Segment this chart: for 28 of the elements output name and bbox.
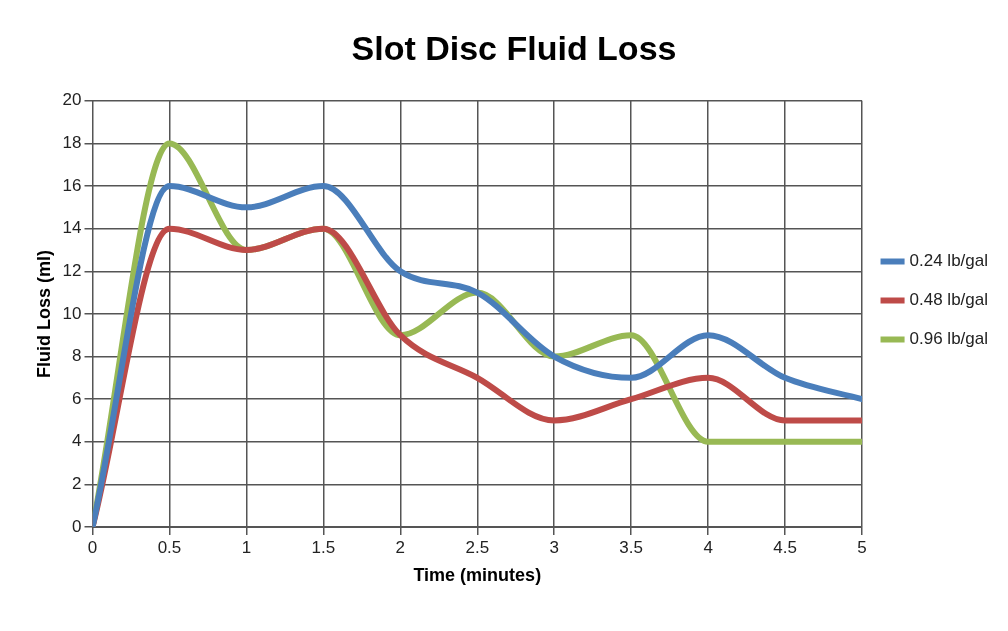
y-tick-label: 8 xyxy=(72,346,82,366)
legend-label: 0.96 lb/gal xyxy=(909,329,988,349)
x-tick-label: 4.5 xyxy=(773,537,797,557)
x-tick-label: 4 xyxy=(703,537,713,557)
legend-label: 0.24 lb/gal xyxy=(909,251,988,271)
y-tick-label: 18 xyxy=(62,133,82,153)
x-tick-label: 0.5 xyxy=(157,537,182,557)
x-tick-label: 3 xyxy=(549,537,559,557)
y-tick-label: 2 xyxy=(72,474,82,494)
x-axis-title: Time (minutes) xyxy=(413,565,542,586)
legend-label: 0.48 lb/gal xyxy=(909,290,988,310)
x-tick-label: 0 xyxy=(87,537,98,557)
y-tick-label: 6 xyxy=(72,388,82,408)
x-tick-label: 5 xyxy=(857,537,867,557)
x-tick-label: 3.5 xyxy=(619,537,644,557)
y-tick-label: 12 xyxy=(62,260,82,280)
x-tick-label: 2.5 xyxy=(465,537,490,557)
x-tick-label: 1.5 xyxy=(311,537,336,557)
y-tick-label: 14 xyxy=(62,218,82,238)
x-tick-label: 2 xyxy=(395,537,406,557)
y-tick-label: 16 xyxy=(62,175,82,195)
y-tick-label: 20 xyxy=(62,90,82,110)
x-tick-label: 1 xyxy=(241,537,252,557)
y-tick-label: 10 xyxy=(62,303,82,323)
y-tick-label: 0 xyxy=(72,516,82,536)
y-tick-label: 4 xyxy=(72,431,82,451)
y-axis-title: Fluid Loss (ml) xyxy=(33,249,54,378)
chart-title: Slot Disc Fluid Loss xyxy=(351,28,677,67)
